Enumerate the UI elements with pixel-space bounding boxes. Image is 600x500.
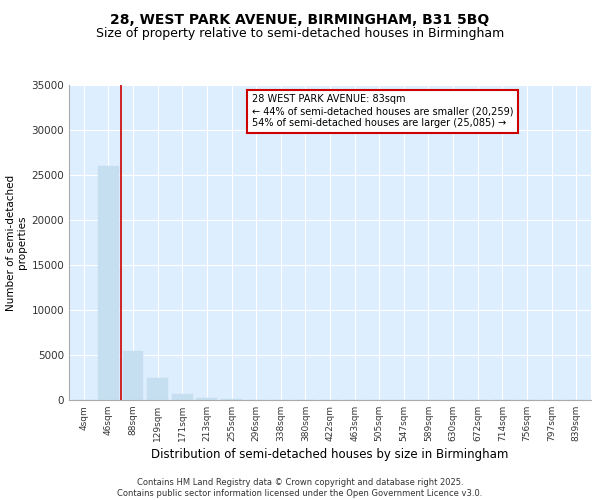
Bar — [221, 399, 242, 400]
Text: 28, WEST PARK AVENUE, BIRMINGHAM, B31 5BQ: 28, WEST PARK AVENUE, BIRMINGHAM, B31 5B… — [110, 12, 490, 26]
Bar — [196, 398, 217, 400]
Bar — [147, 378, 168, 400]
Y-axis label: Number of semi-detached
properties: Number of semi-detached properties — [5, 174, 27, 310]
Bar — [172, 394, 193, 400]
Bar — [98, 166, 119, 400]
Text: Contains HM Land Registry data © Crown copyright and database right 2025.
Contai: Contains HM Land Registry data © Crown c… — [118, 478, 482, 498]
Text: Size of property relative to semi-detached houses in Birmingham: Size of property relative to semi-detach… — [96, 28, 504, 40]
Text: 28 WEST PARK AVENUE: 83sqm
← 44% of semi-detached houses are smaller (20,259)
54: 28 WEST PARK AVENUE: 83sqm ← 44% of semi… — [252, 94, 513, 128]
Bar — [122, 350, 143, 400]
X-axis label: Distribution of semi-detached houses by size in Birmingham: Distribution of semi-detached houses by … — [151, 448, 509, 461]
